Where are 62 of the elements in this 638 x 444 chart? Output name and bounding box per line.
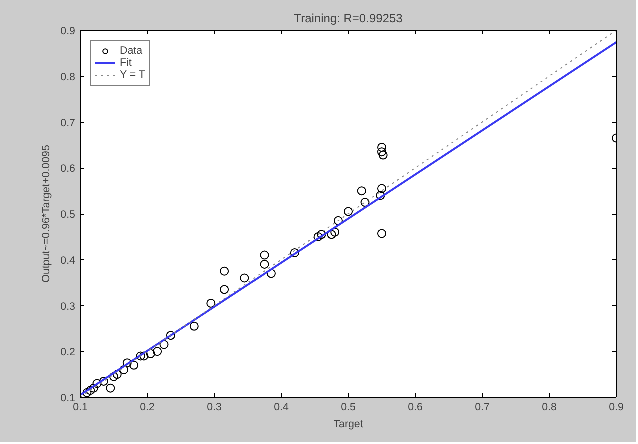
- point: [190, 322, 199, 331]
- legend-label: Y = T: [120, 69, 146, 81]
- y-tick-label: 0.9: [60, 26, 76, 38]
- point: [153, 347, 162, 356]
- point: [160, 340, 169, 350]
- x-tick-label: 0.3: [207, 402, 222, 414]
- point: [317, 230, 326, 240]
- y-tick-label: 0.4: [60, 254, 76, 267]
- y-tick-label: 0.8: [60, 71, 76, 84]
- x-tick-label: 0.5: [341, 402, 356, 414]
- point: [110, 372, 118, 382]
- point: [260, 260, 270, 269]
- point: [220, 285, 230, 294]
- point: [99, 376, 108, 386]
- point: [360, 198, 370, 208]
- y-tick-label: 0.6: [60, 163, 76, 176]
- x-tick-label: 0.8: [542, 402, 557, 414]
- point: [314, 232, 323, 242]
- x-axis-title: Target: [334, 418, 364, 430]
- point: [378, 229, 386, 238]
- y-tick-label: 0.2: [60, 346, 76, 359]
- point: [106, 384, 116, 393]
- point: [89, 384, 98, 393]
- y-tick-label: 0.1: [60, 392, 76, 404]
- point: [146, 349, 156, 358]
- point: [92, 379, 102, 388]
- y-tick-label: 0.5: [60, 209, 76, 221]
- point: [82, 388, 92, 398]
- legend-label: Fit: [120, 57, 133, 69]
- x-tick-label: 0.7: [475, 402, 490, 414]
- point: [260, 250, 270, 260]
- y-tick-label: 0.3: [60, 300, 76, 313]
- y-axis-title: Output~=0.96*Target+0.0095: [40, 145, 53, 283]
- point: [378, 148, 386, 157]
- point: [378, 184, 386, 194]
- point: [206, 298, 216, 308]
- y-tick-label: 0.7: [60, 117, 76, 130]
- point: [357, 186, 366, 196]
- point: [120, 365, 129, 374]
- point: [378, 142, 386, 152]
- point: [220, 266, 230, 276]
- point: [130, 360, 139, 370]
- point: [378, 150, 388, 160]
- point: [344, 207, 353, 216]
- x-tick-label: 0.2: [140, 402, 155, 414]
- point: [122, 358, 132, 368]
- chart-title: Training: R=0.99253: [294, 12, 404, 26]
- point: [140, 352, 149, 361]
- x-tick-label: 0.4: [274, 402, 289, 414]
- point: [112, 370, 122, 380]
- point: [136, 352, 146, 361]
- point: [376, 191, 386, 200]
- x-tick-label: 0.1: [73, 402, 88, 414]
- point: [327, 230, 336, 240]
- x-tick-label: 0.6: [408, 402, 423, 414]
- point: [86, 386, 96, 396]
- x-tick-label: 0.9: [609, 402, 624, 414]
- point: [290, 248, 300, 258]
- point: [330, 228, 340, 237]
- point: [166, 331, 176, 340]
- point: [240, 274, 250, 283]
- legend-label: Data: [120, 45, 143, 57]
